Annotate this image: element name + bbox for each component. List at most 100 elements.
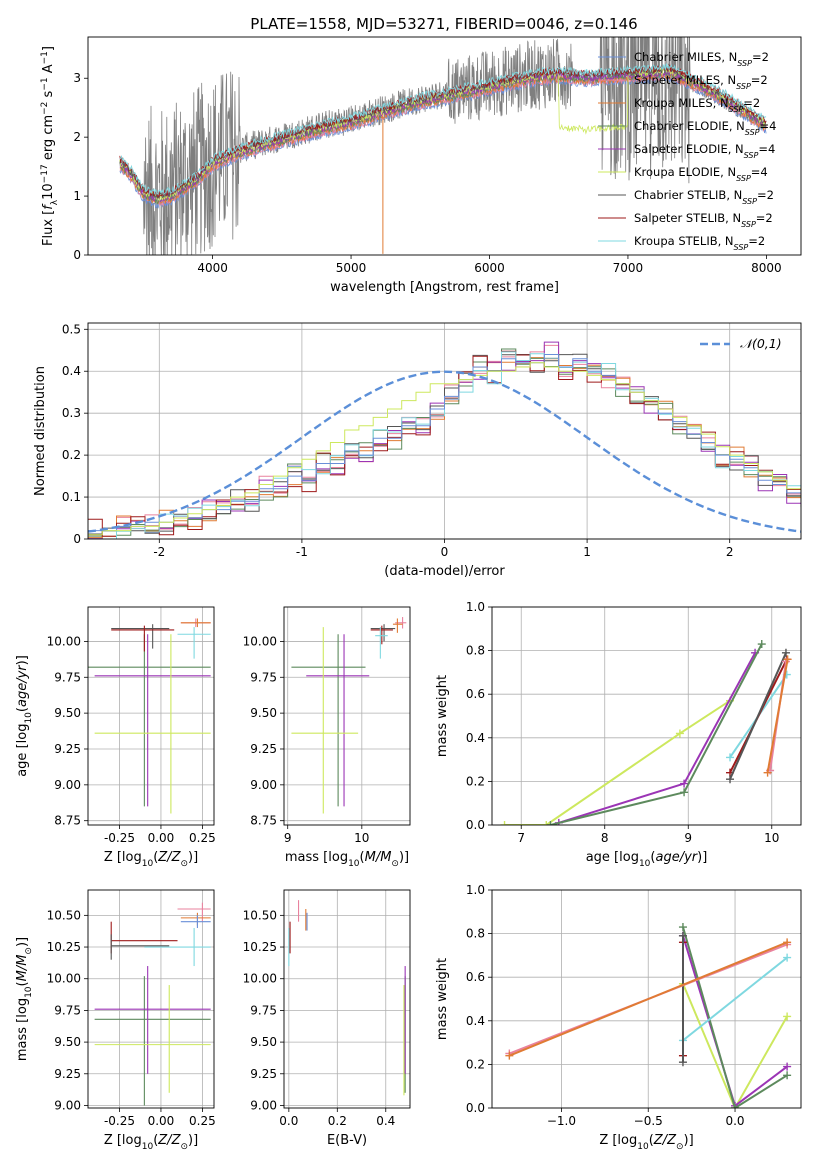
errorbar-point <box>111 624 170 649</box>
spectrum-xtick-label: 8000 <box>751 261 782 275</box>
weight-line <box>682 926 788 1108</box>
residuals-ytick-label: 0.1 <box>62 490 81 504</box>
massweight_vs_Z-xtick-label: −1.0 <box>547 1114 576 1128</box>
mass_vs_Z-xlabel: Z [log10(Z/Z⊙)] <box>104 1133 198 1152</box>
errorbar-point <box>110 921 178 954</box>
massweight_vs_age-ytick-label: 1.0 <box>466 600 485 614</box>
spectrum-lines <box>119 37 767 255</box>
age_vs_mass-xlabel: mass [log10(M/M⊙)] <box>285 850 409 869</box>
mass_vs_Z-frame <box>87 889 215 1109</box>
weight-marker <box>783 1062 792 1071</box>
weight-marker <box>678 931 687 940</box>
model-line <box>119 63 767 196</box>
age_vs_mass-frame <box>283 606 411 826</box>
errorbar-point <box>180 912 211 926</box>
weight-marker <box>783 1071 792 1080</box>
spectrum-xtick-label: 5000 <box>336 261 367 275</box>
massweight_vs_age-ylabel: mass weight <box>435 675 450 757</box>
age_vs_mass-ytick-label: 9.50 <box>250 706 277 720</box>
residuals-xlabel: (data-model)/error <box>384 564 505 579</box>
massweight_vs_age-frame <box>491 606 802 826</box>
spectrum-legend: Chabrier MILES, NSSP=2 Salpeter MILES, NS… <box>598 50 776 252</box>
mass_vs_ebv-points <box>288 900 406 1096</box>
age_vs_Z-axes: -0.25 0.00 0.25 8.75 9.00 9.25 9.50 9.75 10.00 Z … <box>15 607 216 869</box>
legend-label: Salpeter ELODIE, NSSP=4 <box>634 142 775 160</box>
residuals-ytick-label: 0.4 <box>62 364 81 378</box>
massweight_vs_Z-ylabel: mass weight <box>435 958 450 1040</box>
errorbar-point <box>392 618 403 633</box>
age_vs_Z-xtick-label: 0.25 <box>189 831 216 845</box>
age_vs_Z-xtick-label: -0.25 <box>104 831 135 845</box>
massweight_vs_age-xtick-label: 9 <box>684 831 692 845</box>
massweight_vs_age-ytick-label: 0.0 <box>466 818 485 832</box>
legend-label: Chabrier ELODIE, NSSP=4 <box>634 119 776 137</box>
residuals-ytick-label: 0 <box>73 532 81 546</box>
weight-marker <box>783 655 792 664</box>
massweight_vs_age-xtick-label: 7 <box>517 831 525 845</box>
residuals-axes: -2 -1 0 1 2 0 0.1 0.2 0.3 0.4 0.5 (data-model)/erro… <box>33 322 801 579</box>
weight-line <box>682 983 788 1108</box>
legend-label: Kroupa STELIB, NSSP=2 <box>634 234 765 252</box>
mass_vs_Z-ytick-label: 9.50 <box>54 1035 81 1049</box>
mass_vs_Z-ytick-label: 9.00 <box>54 1098 81 1112</box>
residuals-ytick-label: 0.3 <box>62 406 81 420</box>
age_vs_Z-ylabel: age [log10(age/yr)] <box>15 655 34 777</box>
weight-marker <box>731 1104 740 1108</box>
mass_vs_ebv-xtick-label: 0.4 <box>376 1114 395 1128</box>
massweight_vs_Z-xlabel: Z [log10(Z/Z⊙)] <box>599 1133 693 1152</box>
hist-series <box>88 354 801 532</box>
massweight_vs_Z-ytick-label: 0.4 <box>466 1014 485 1028</box>
mass_vs_Z-xtick-label: 0.25 <box>189 1114 216 1128</box>
weight-marker <box>783 953 792 962</box>
errorbar-point <box>94 634 211 807</box>
weight-line <box>682 956 788 1042</box>
age_vs_Z-ytick-label: 9.25 <box>54 742 81 756</box>
errorbar-point <box>94 634 211 814</box>
legend-label: Chabrier STELIB, NSSP=2 <box>634 188 774 206</box>
age_vs_Z-ytick-label: 9.00 <box>54 778 81 792</box>
mass_vs_ebv-xtick-label: 0.0 <box>279 1114 298 1128</box>
massweight_vs_Z-xtick-label: 0.0 <box>725 1114 744 1128</box>
weight-line <box>550 643 763 825</box>
age_vs_mass-ytick-label: 9.25 <box>250 742 277 756</box>
residuals-xtick-label: -1 <box>296 545 308 559</box>
age_vs_mass-ytick-label: 9.75 <box>250 670 277 684</box>
errorbar-point <box>177 627 211 659</box>
residuals-xtick-label: 0 <box>441 545 449 559</box>
mass_vs_ebv-xlabel: E(B-V) <box>327 1133 367 1148</box>
massweight_vs_Z-ytick-label: 0.6 <box>466 970 485 984</box>
mass_vs_Z-ylabel: mass [log10(M/M⊙)] <box>15 937 34 1061</box>
weight-line <box>509 941 788 1057</box>
normal-curve <box>88 370 801 533</box>
residual-histograms <box>88 341 801 539</box>
mass_vs_ebv-xtick-label: 0.2 <box>328 1114 347 1128</box>
mass_vs_ebv-frame <box>283 889 411 1109</box>
errorbar-point <box>291 627 359 814</box>
spectrum-ytick-label: 2 <box>73 130 81 144</box>
age_vs_Z-ytick-label: 9.50 <box>54 706 81 720</box>
errorbar-point <box>306 634 370 807</box>
massweight_vs_Z-axes: −1.0 −0.5 0.0 0.0 0.2 0.4 0.6 0.8 1.0 Z [log10(Z/… <box>435 883 801 1152</box>
residuals-ytick-label: 0.2 <box>62 448 81 462</box>
weight-line <box>504 699 731 825</box>
age_vs_mass-xtick-label: 10 <box>354 831 369 845</box>
errorbar-point <box>88 634 211 807</box>
weight-marker <box>757 640 766 649</box>
hist-series <box>88 348 801 537</box>
age_vs_Z-ytick-label: 9.75 <box>54 670 81 684</box>
mass_vs_ebv-ytick-label: 9.25 <box>250 1067 277 1081</box>
weight-marker <box>763 768 772 777</box>
errorbar-point <box>94 966 211 1074</box>
massweight_vs_age-xtick-label: 8 <box>601 831 609 845</box>
spectrum-axes: 4000 5000 6000 7000 8000 0 1 2 3 wavelength [Angs… <box>40 46 782 295</box>
mass_vs_Z-ytick-label: 9.75 <box>54 1003 81 1017</box>
weight-marker <box>781 648 790 657</box>
weight-marker <box>500 821 509 825</box>
errorbar-point <box>94 976 211 1106</box>
figure-title: PLATE=1558, MJD=53271, FIBERID=0046, z=0… <box>250 15 637 33</box>
residuals-xtick-label: -2 <box>153 545 165 559</box>
weight-line <box>766 659 789 773</box>
residuals-frame <box>87 322 802 540</box>
weight-marker <box>680 779 689 788</box>
